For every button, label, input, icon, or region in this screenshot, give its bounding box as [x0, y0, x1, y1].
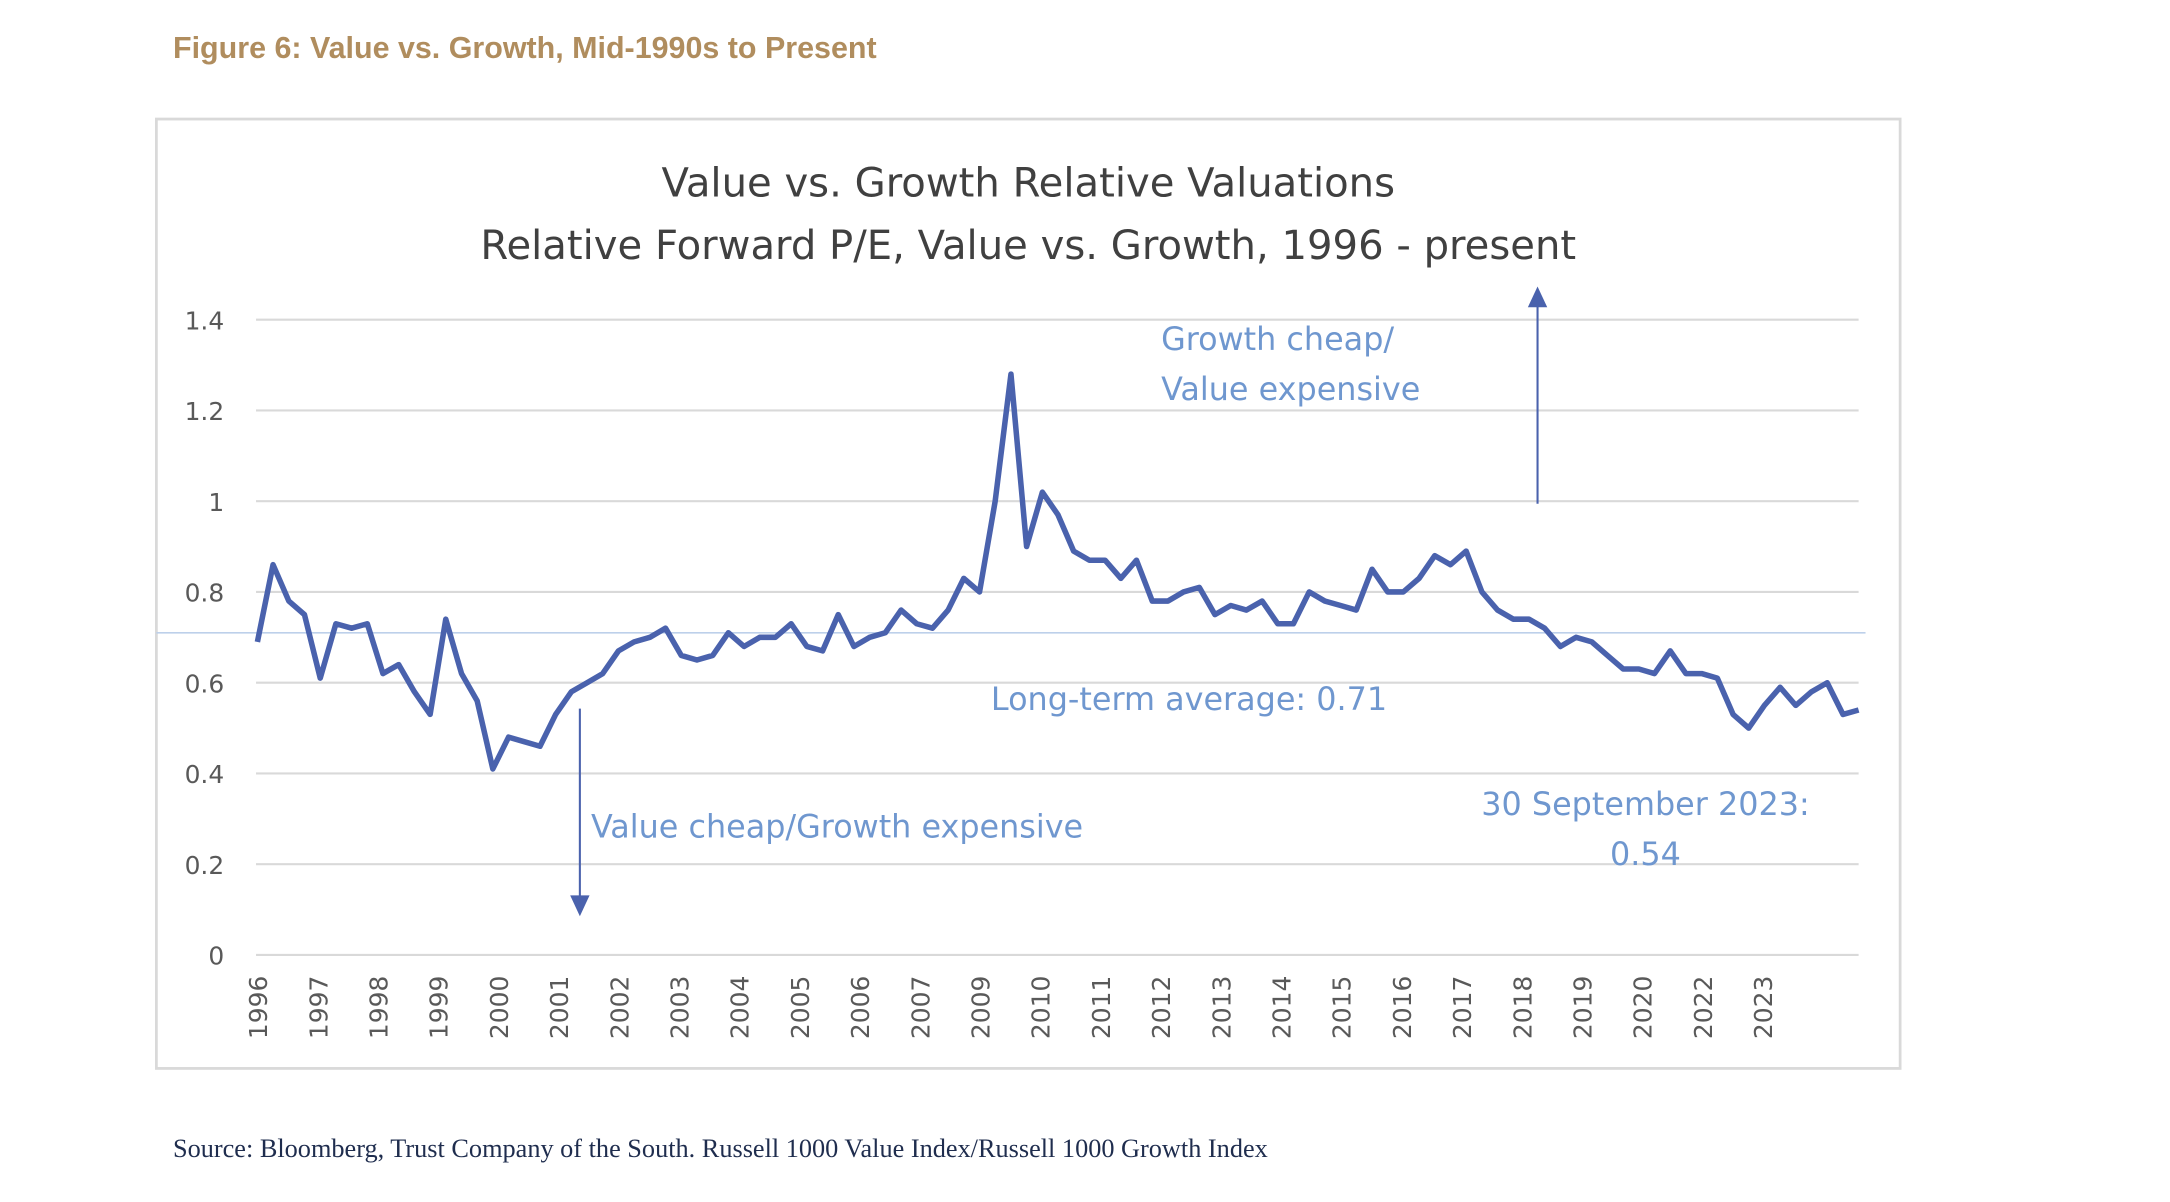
down-arrowhead — [570, 895, 590, 917]
x-tick-label: 2022 — [1689, 976, 1718, 1039]
x-tick-label: 2023 — [1749, 976, 1778, 1039]
annotation: Long-term average: 0.71 — [991, 680, 1387, 718]
y-tick-label: 1 — [208, 488, 224, 517]
x-tick-label: 1997 — [304, 976, 333, 1039]
annotation: Growth cheap/ — [1161, 320, 1394, 358]
x-tick-label: 2007 — [906, 976, 935, 1039]
y-tick-label: 0 — [208, 942, 224, 971]
x-tick-label: 2003 — [666, 976, 695, 1039]
x-tick-label: 2016 — [1388, 976, 1417, 1039]
x-tick-label: 2002 — [605, 976, 634, 1039]
y-tick-label: 1.2 — [185, 397, 225, 426]
y-tick-label: 0.2 — [185, 851, 225, 880]
x-tick-label: 2010 — [1027, 976, 1056, 1039]
x-tick-label: 2015 — [1328, 976, 1357, 1039]
annotation: Value cheap/Growth expensive — [591, 807, 1083, 845]
x-tick-label: 2020 — [1629, 976, 1658, 1039]
x-tick-label: 2014 — [1268, 976, 1297, 1039]
chart-subtitle: Relative Forward P/E, Value vs. Growth, … — [480, 223, 1576, 269]
series-line — [254, 371, 1860, 772]
source-note: Source: Bloomberg, Trust Company of the … — [173, 1134, 1268, 1163]
x-tick-label: 1996 — [244, 976, 273, 1039]
x-tick-label: 2006 — [846, 976, 875, 1039]
x-tick-label: 2009 — [967, 976, 996, 1039]
x-tick-label: 2011 — [1087, 976, 1116, 1039]
y-tick-label: 0.4 — [185, 760, 225, 789]
x-tick-label: 2019 — [1569, 976, 1598, 1039]
up-arrowhead — [1527, 286, 1548, 308]
x-tick-label: 2017 — [1448, 976, 1477, 1039]
x-tick-label: 2000 — [485, 976, 514, 1039]
annotation: 0.54 — [1610, 835, 1681, 873]
annotation: Value expensive — [1161, 370, 1420, 408]
x-tick-label: 2005 — [786, 976, 815, 1039]
x-tick-label: 1999 — [425, 976, 454, 1039]
x-tick-label: 1998 — [365, 976, 394, 1039]
x-tick-label: 2004 — [726, 976, 755, 1039]
figure-title: Figure 6: Value vs. Growth, Mid-1990s to… — [173, 31, 877, 65]
y-tick-label: 0.6 — [185, 669, 225, 698]
chart-title: Value vs. Growth Relative Valuations — [662, 161, 1396, 207]
plot: 0 0.2 0.4 0.6 0.8 1 1.2 1.4 1996 1997 1998 1999 2000… — [156, 306, 1866, 1039]
x-tick-label: 2001 — [545, 976, 574, 1039]
y-tick-label: 1.4 — [185, 306, 225, 335]
annotation: 30 September 2023: — [1481, 785, 1809, 823]
chart-frame — [154, 117, 1902, 1070]
y-tick-label: 0.8 — [185, 579, 225, 608]
x-tick-label: 2012 — [1147, 976, 1176, 1039]
x-tick-label: 2013 — [1207, 976, 1236, 1039]
x-tick-label: 2018 — [1508, 976, 1537, 1039]
